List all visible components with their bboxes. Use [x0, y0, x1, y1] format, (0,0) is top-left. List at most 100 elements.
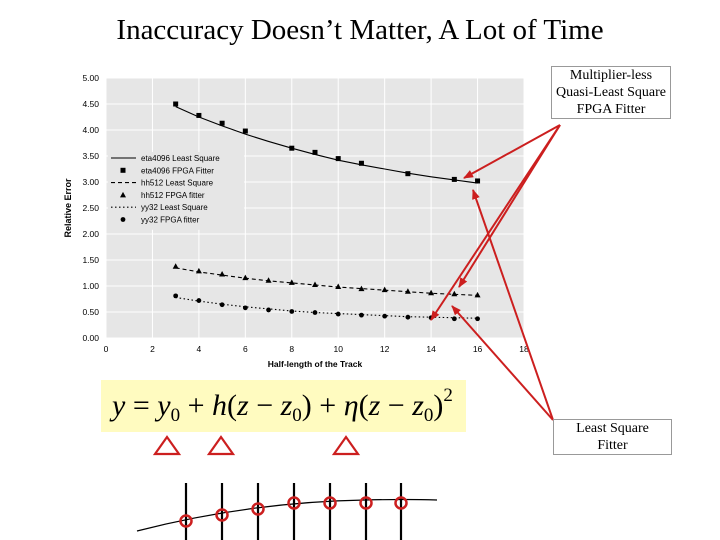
data-point-circle — [451, 316, 457, 322]
x-tick-label: 12 — [380, 344, 390, 354]
data-point-triangle — [172, 263, 179, 269]
x-tick-label: 8 — [289, 344, 294, 354]
data-point-triangle — [265, 277, 272, 283]
data-point-triangle — [288, 279, 295, 285]
data-point-square — [451, 176, 457, 182]
hit-marker — [323, 496, 337, 510]
y-tick-label: 2.00 — [82, 229, 99, 239]
hit-marker — [215, 508, 229, 522]
series-line — [175, 267, 478, 296]
x-tick-label: 2 — [150, 344, 155, 354]
data-point-circle — [335, 311, 341, 317]
y-tick-label: 0.50 — [82, 307, 99, 317]
y-tick-label: 1.50 — [82, 255, 99, 265]
y-tick-label: 2.50 — [82, 203, 99, 213]
hit-marker — [394, 496, 408, 510]
legend-entry: hh512 FPGA fitter — [141, 191, 205, 200]
data-point-triangle — [242, 274, 249, 281]
data-point-circle — [382, 313, 388, 319]
data-point-square — [405, 171, 411, 177]
legend-box — [108, 152, 244, 230]
callout-arrow — [463, 124, 561, 179]
data-point-triangle — [451, 290, 458, 297]
callout-line: Quasi-Least Square — [555, 85, 667, 100]
parameter-triangle — [206, 435, 236, 456]
parameter-triangle — [152, 435, 182, 456]
data-point-circle — [289, 309, 295, 314]
y-tick-label: 3.00 — [82, 177, 99, 187]
legend: eta4096 Least Square eta4096 FPGA Fitter h… — [108, 152, 244, 230]
data-point-square — [358, 160, 364, 166]
hit-marker — [179, 514, 193, 528]
legend-entry: eta4096 FPGA Fitter — [141, 166, 214, 175]
data-point-square — [475, 178, 481, 184]
data-point-triangle — [120, 191, 126, 198]
data-point-square — [120, 167, 126, 173]
data-point-circle — [405, 314, 411, 320]
y-axis-label: Relative Error — [63, 178, 73, 238]
data-point-triangle — [312, 281, 318, 287]
legend-entry: yy32 Least Square — [141, 203, 208, 212]
x-tick-label: 6 — [243, 344, 248, 354]
x-axis-label: Half-length of the Track — [268, 359, 363, 369]
hit-marker — [251, 502, 265, 516]
legend-entry: eta4096 Least Square — [141, 154, 220, 163]
equation-box — [101, 380, 466, 432]
track-diagram — [136, 483, 438, 540]
data-point-circle — [120, 217, 126, 222]
series-line — [175, 106, 478, 184]
data-point-triangle — [404, 288, 411, 294]
callout-line: Multiplier-less — [569, 68, 653, 83]
y-tick-label: 4.00 — [82, 125, 99, 135]
data-point-triangle — [219, 271, 226, 277]
callout-arrow — [472, 189, 554, 421]
hit-marker — [359, 496, 373, 510]
x-tick-label: 10 — [333, 344, 343, 354]
callout-arrows — [430, 124, 561, 421]
data-point-circle — [312, 310, 318, 315]
y-tick-label: 1.00 — [82, 281, 99, 291]
data-point-square — [196, 112, 202, 118]
data-point-circle — [242, 305, 248, 311]
y-tick-label: 5.00 — [82, 73, 99, 83]
y-tick-label: 4.50 — [82, 99, 99, 109]
axis-ticks: 0.00 0.50 1.00 1.50 2.00 2.50 3.00 3.50 4.00 4.50… — [82, 73, 529, 354]
legend-entry: yy32 FPGA fitter — [141, 216, 200, 225]
data-point-triangle — [428, 289, 435, 296]
data-point-circle — [266, 307, 271, 313]
x-tick-label: 14 — [426, 344, 436, 354]
data-point-triangle — [335, 283, 342, 290]
callout-arrow — [451, 305, 554, 421]
callout-line: Fitter — [597, 438, 628, 453]
y-tick-label: 0.00 — [82, 333, 99, 343]
callout-least-square: Least Square Fitter — [553, 419, 672, 455]
data-point-circle — [475, 316, 480, 322]
data-point-square — [242, 128, 248, 134]
data-point-triangle — [474, 291, 481, 298]
data-point-circle — [196, 298, 202, 303]
data-point-square — [312, 149, 318, 155]
data-point-square — [335, 156, 341, 162]
callout-line: Least Square — [576, 421, 649, 436]
data-point-square — [173, 101, 179, 107]
series-group — [172, 101, 481, 322]
data-point-square — [219, 120, 225, 126]
data-point-triangle — [381, 286, 388, 293]
data-point-triangle — [195, 267, 202, 274]
legend-entry: hh512 Least Square — [141, 179, 214, 188]
fit-equation: y = y0 + h(z − z0) + η(z − z0)2 — [112, 385, 453, 426]
x-tick-label: 16 — [473, 344, 483, 354]
callout-arrow — [430, 124, 561, 321]
callout-fpga-fitter: Multiplier-less Quasi-Least Square FPGA … — [551, 66, 671, 119]
parameter-triangle — [331, 435, 361, 456]
data-point-circle — [173, 293, 179, 299]
hit-marker — [287, 496, 301, 510]
y-tick-label: 3.50 — [82, 151, 99, 161]
x-tick-label: 0 — [104, 344, 109, 354]
data-point-circle — [219, 302, 225, 308]
callout-line: FPGA Fitter — [576, 102, 646, 117]
series-line — [175, 296, 478, 319]
x-tick-label: 4 — [197, 344, 202, 354]
data-point-circle — [359, 312, 364, 318]
